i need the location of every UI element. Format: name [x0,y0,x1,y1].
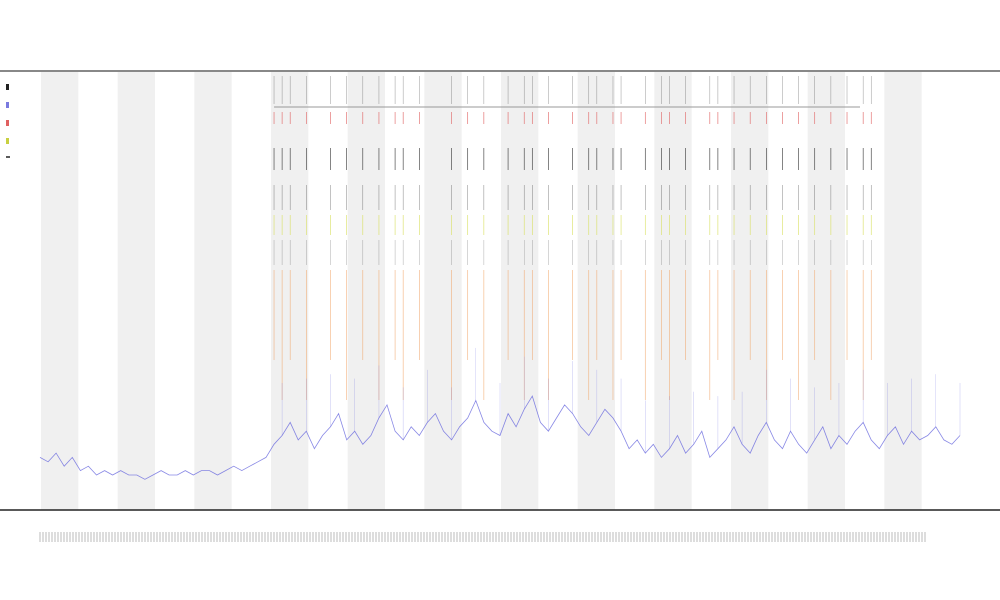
background-band [271,72,309,510]
legend-swatch [6,138,9,144]
background-band [424,72,462,510]
legend-swatch [6,84,9,90]
legend-swatch [6,102,9,108]
legend-swatch [6,120,9,126]
background-band [884,72,922,510]
background-band [731,72,769,510]
background-band [41,72,79,510]
background-band [501,72,539,510]
background-band [807,72,845,510]
background-band [347,72,385,510]
background-band [117,72,155,510]
background-band [194,72,232,510]
background-band [654,72,692,510]
background-band [577,72,615,510]
